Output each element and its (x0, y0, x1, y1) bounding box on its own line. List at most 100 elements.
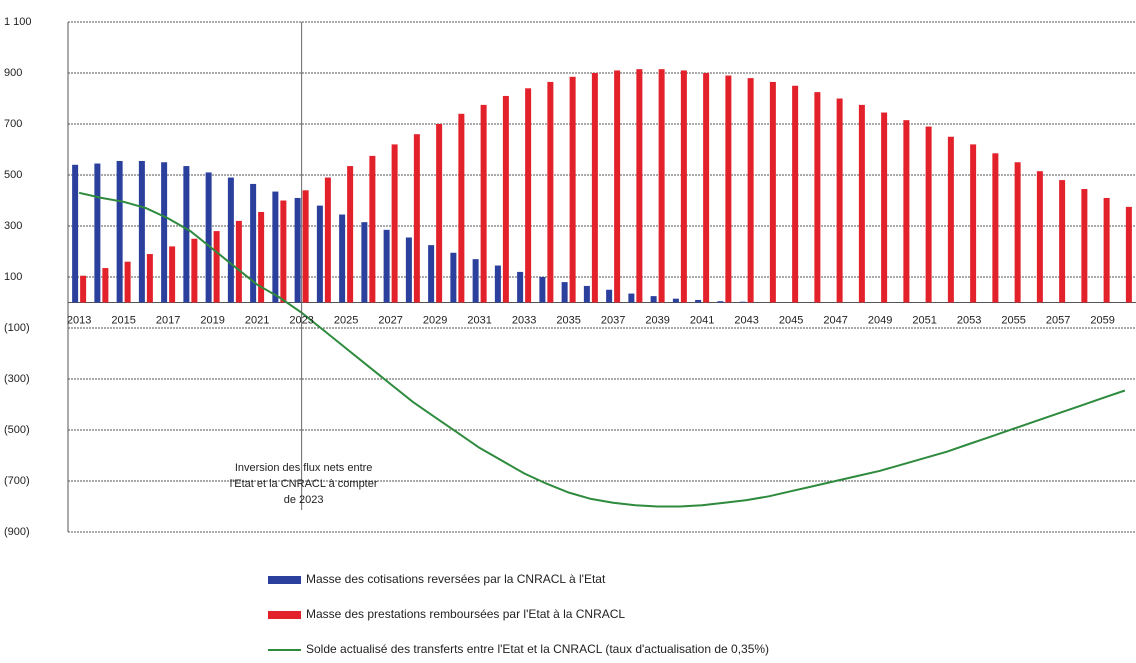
x-tick-label: 2047 (823, 314, 847, 326)
bar (1125, 206, 1132, 303)
y-tick-label: (700) (4, 475, 30, 487)
bar (80, 275, 87, 303)
bar (138, 160, 145, 303)
y-tick-label: 1 100 (4, 16, 32, 28)
bar (72, 164, 79, 303)
bar (591, 73, 598, 303)
x-tick-label: 2059 (1090, 314, 1114, 326)
legend-label: Solde actualisé des transferts entre l'E… (306, 642, 769, 656)
bar (480, 104, 487, 303)
bar (458, 113, 465, 303)
annotation-text: de 2023 (284, 494, 324, 506)
bar (569, 76, 576, 303)
bar (1059, 180, 1066, 303)
x-tick-label: 2045 (779, 314, 803, 326)
bar (472, 259, 479, 303)
x-tick-label: 2017 (156, 314, 180, 326)
bar (191, 238, 198, 303)
x-tick-label: 2037 (601, 314, 625, 326)
bar (680, 70, 687, 303)
bar (539, 277, 546, 303)
bar (658, 69, 665, 303)
bar (391, 144, 398, 303)
bar (814, 92, 821, 303)
bar (294, 197, 301, 303)
bar (561, 282, 568, 303)
bar (792, 85, 799, 303)
bar (94, 163, 101, 303)
bar (583, 285, 590, 303)
bar (169, 246, 176, 303)
annotation-text: Inversion des flux nets entre (235, 462, 373, 474)
x-tick-label: 2031 (467, 314, 491, 326)
bar (650, 296, 657, 303)
y-tick-label: (900) (4, 526, 30, 538)
bar (1081, 189, 1088, 303)
x-tick-label: 2035 (556, 314, 580, 326)
x-tick-label: 2043 (734, 314, 758, 326)
bar (213, 231, 220, 303)
bar (272, 191, 279, 303)
bar (858, 104, 865, 303)
bar (747, 78, 754, 303)
bar (502, 95, 509, 303)
bar (235, 220, 242, 303)
bar (183, 166, 190, 303)
bar (116, 160, 123, 303)
y-tick-label: 700 (4, 118, 22, 130)
bar (517, 271, 524, 303)
bar (436, 124, 443, 303)
legend-swatch (268, 611, 301, 619)
x-tick-label: 2051 (912, 314, 936, 326)
bar (1014, 162, 1021, 303)
bar (405, 237, 412, 303)
legend-label: Masse des prestations remboursées par l'… (306, 607, 625, 621)
y-tick-label: 900 (4, 67, 22, 79)
x-tick-label: 2057 (1046, 314, 1070, 326)
x-tick-label: 2029 (423, 314, 447, 326)
bar (258, 211, 265, 303)
bar (124, 261, 131, 303)
bar (413, 134, 420, 303)
bar (339, 214, 346, 303)
bar (606, 289, 613, 303)
y-tick-label: (100) (4, 322, 30, 334)
y-tick-label: (500) (4, 424, 30, 436)
bar (450, 252, 457, 303)
legend-swatch (268, 576, 301, 584)
y-tick-label: 500 (4, 169, 22, 181)
bar (636, 69, 643, 303)
y-tick-label: 100 (4, 271, 22, 283)
x-tick-label: 2055 (1001, 314, 1025, 326)
bar (161, 162, 168, 303)
bar (227, 177, 234, 303)
bar (369, 155, 376, 303)
x-tick-label: 2027 (378, 314, 402, 326)
bar (836, 98, 843, 303)
bar (146, 254, 153, 303)
line-series (78, 191, 1126, 508)
bar (769, 81, 776, 303)
x-tick-label: 2013 (67, 314, 91, 326)
bar (525, 88, 532, 303)
bar (280, 200, 287, 303)
bar (695, 299, 702, 303)
y-tick-label: (300) (4, 373, 30, 385)
bar (881, 112, 888, 303)
bar (717, 301, 724, 303)
bar (970, 144, 977, 303)
x-tick-label: 2049 (868, 314, 892, 326)
x-tick-label: 2021 (245, 314, 269, 326)
bar (361, 222, 368, 303)
bar (947, 136, 954, 303)
bar (992, 153, 999, 303)
bar (428, 245, 435, 303)
bar (494, 265, 501, 303)
bar (925, 126, 932, 303)
bar (347, 166, 354, 303)
bar (102, 268, 109, 303)
legend-label: Masse des cotisations reversées par la C… (306, 572, 606, 586)
bar (628, 293, 635, 303)
bar (316, 205, 323, 303)
